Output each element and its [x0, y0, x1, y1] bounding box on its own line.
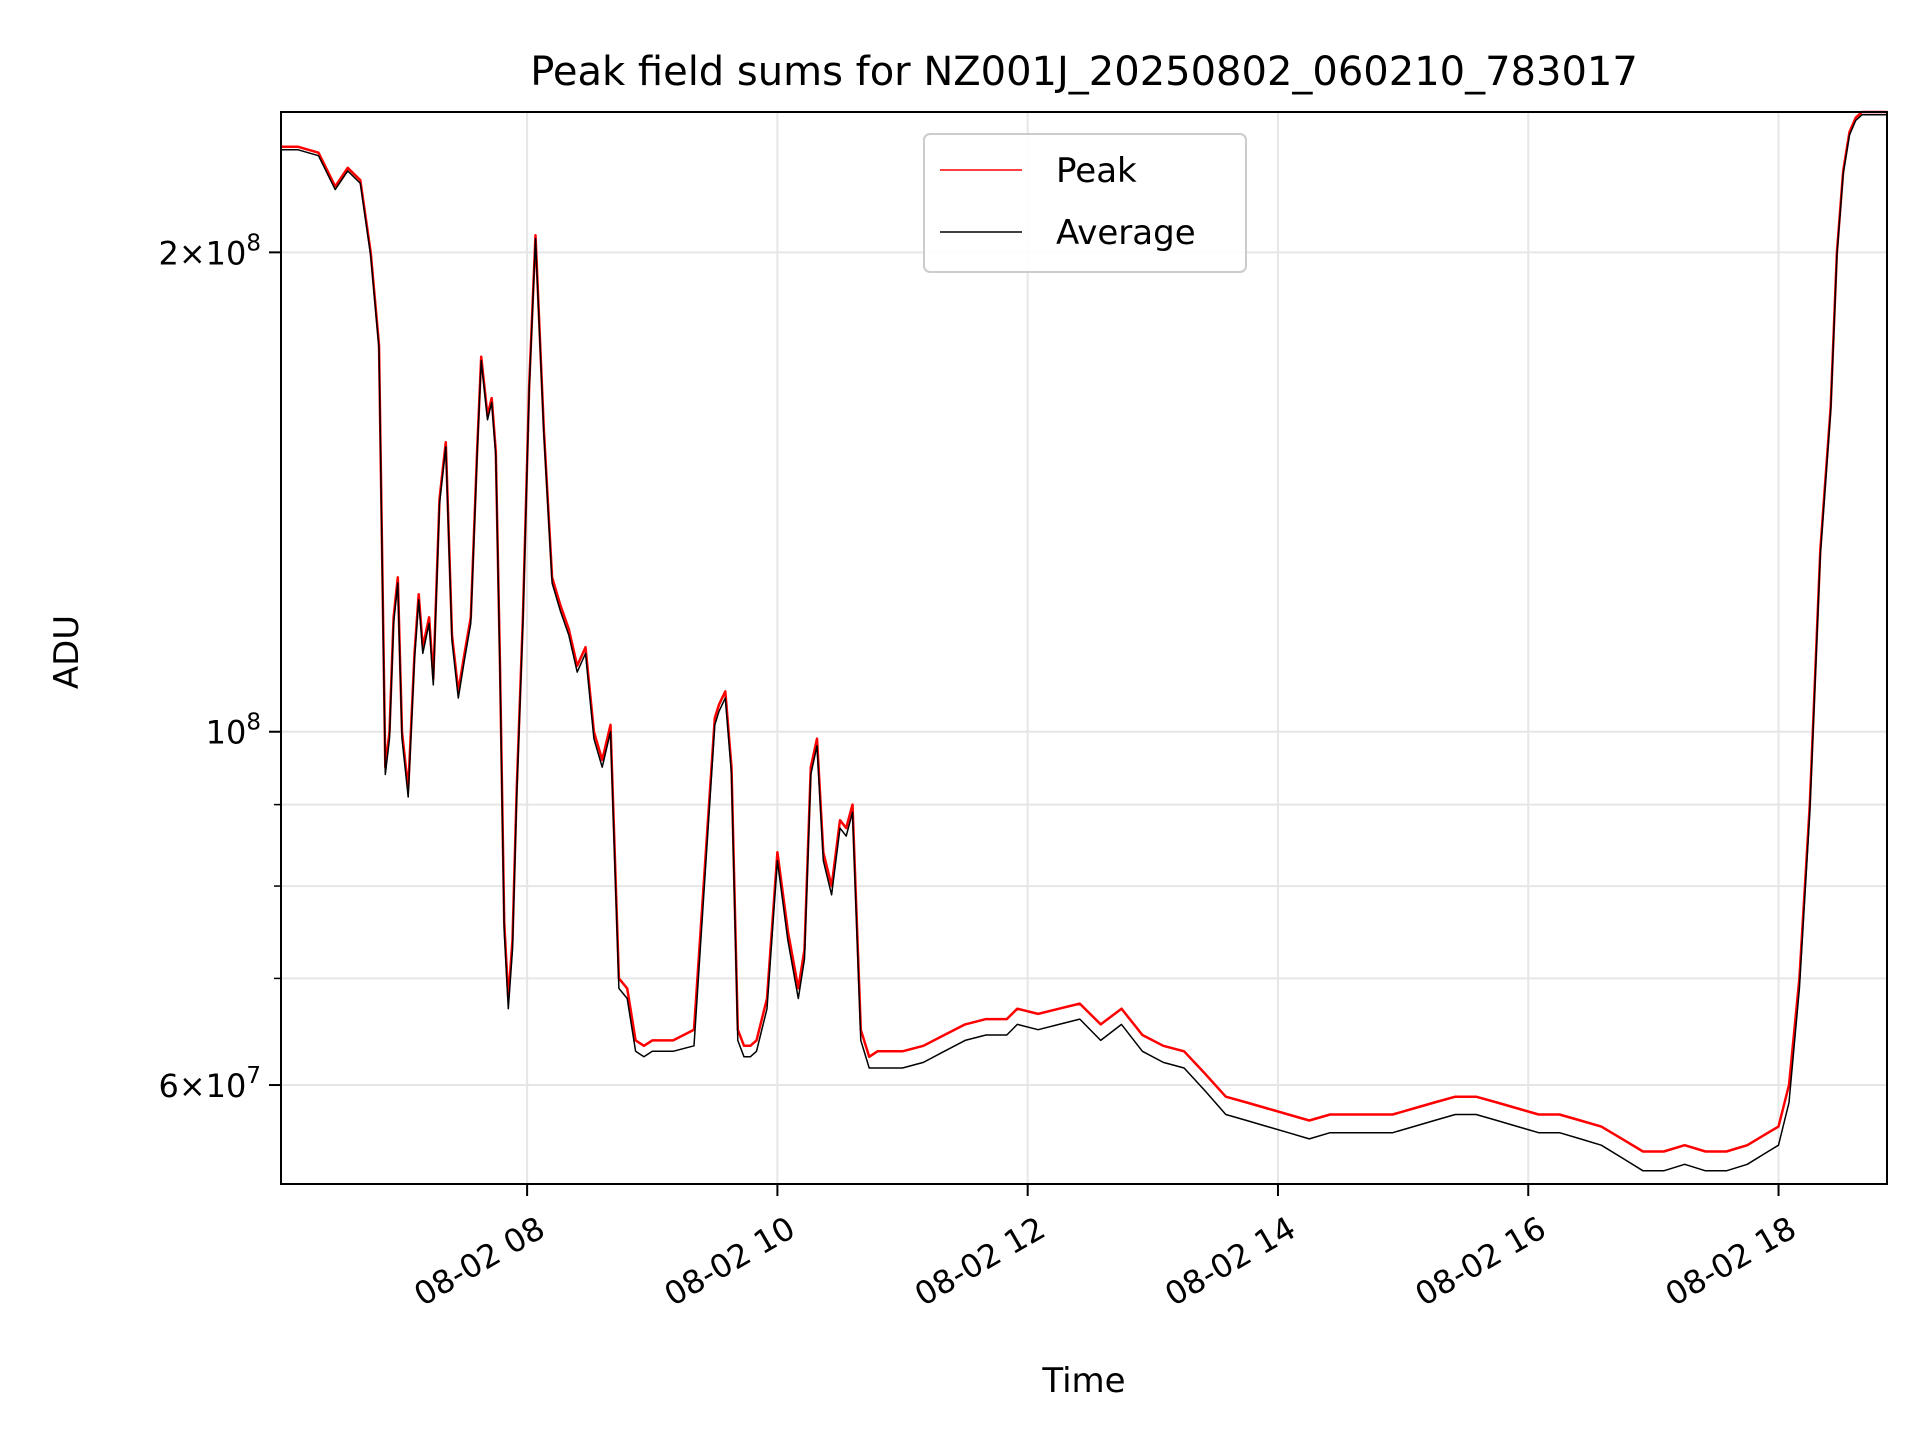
y-axis-label: ADU: [47, 615, 87, 689]
grid-lines: [281, 112, 1887, 1184]
plot-frame: [280, 111, 1888, 1185]
y-tick-label: 6×107: [158, 1063, 261, 1105]
y-tick-label: 2×108: [158, 230, 261, 272]
y-tick-label: 108: [206, 710, 261, 752]
legend: Peak Average: [923, 133, 1247, 273]
chart-title: Peak field sums for NZ001J_20250802_0602…: [530, 49, 1638, 95]
x-axis-label: Time: [1041, 1361, 1125, 1401]
series-line-peak: [281, 110, 1887, 1153]
series-line-average: [281, 114, 1887, 1172]
series-layer: [281, 110, 1887, 1172]
y-axis: 6×107 108 2×108: [158, 230, 281, 1105]
legend-label-average: Average: [1056, 213, 1196, 253]
legend-box: [923, 133, 1247, 273]
legend-label-peak: Peak: [1056, 151, 1137, 191]
